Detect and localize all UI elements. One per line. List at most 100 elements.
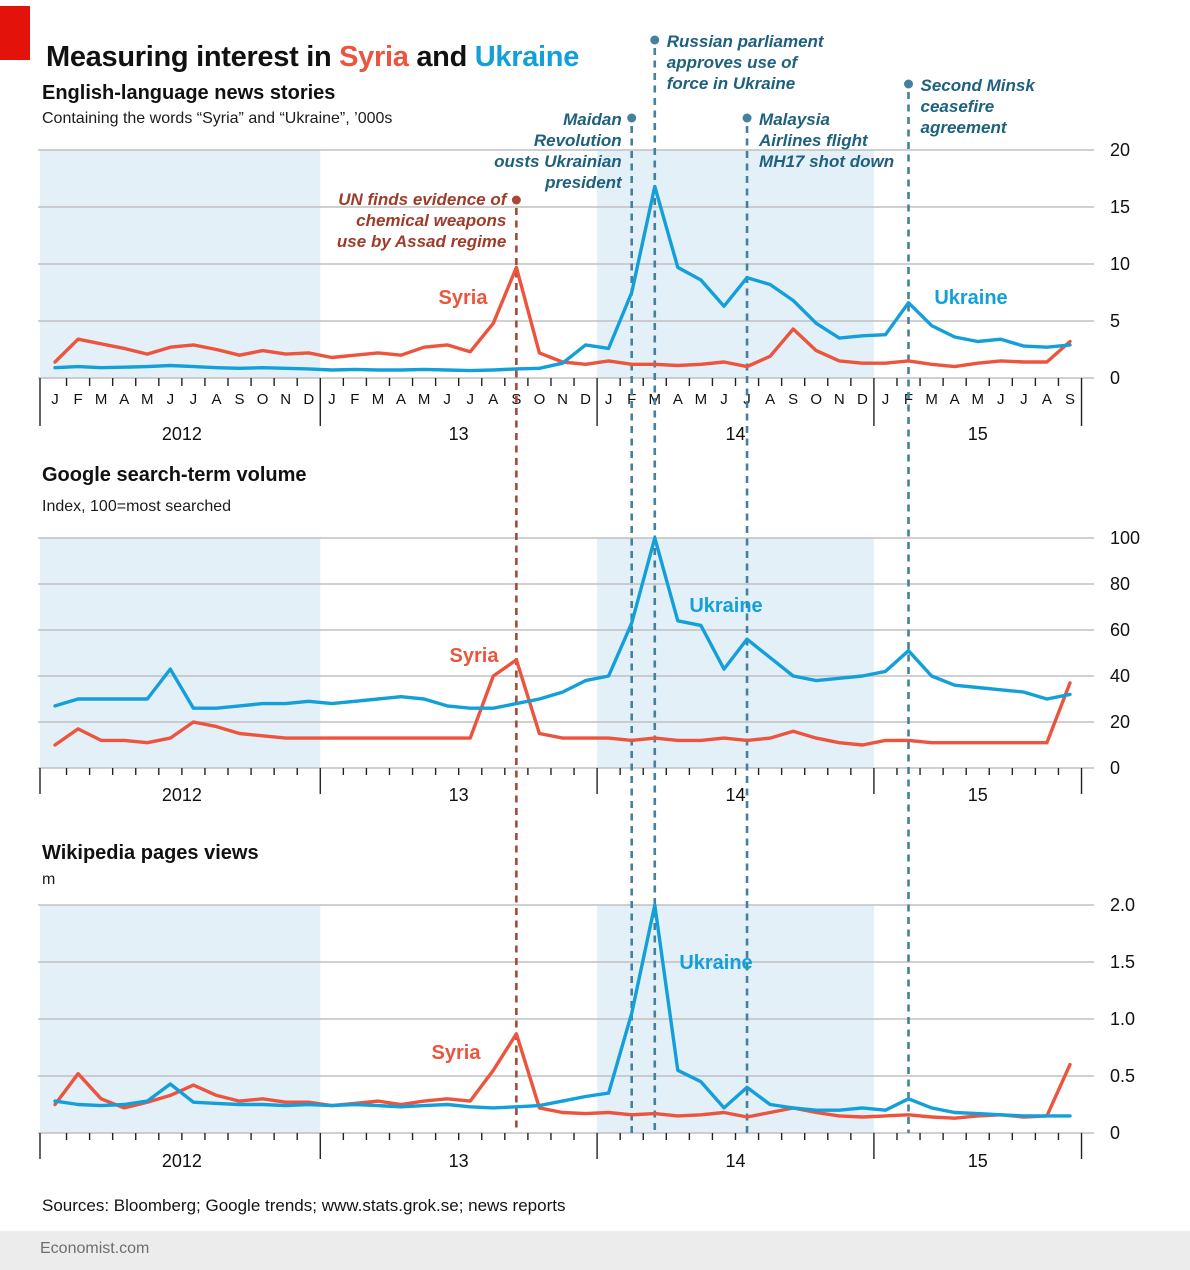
y-tick-label: 1.0: [1110, 1009, 1135, 1029]
y-tick-label: 15: [1110, 197, 1130, 217]
month-label: A: [396, 391, 406, 408]
year-label: 2012: [162, 1151, 202, 1171]
month-label: F: [350, 391, 359, 408]
event-dot: [650, 35, 660, 45]
y-tick-label: 80: [1110, 574, 1130, 594]
month-label: S: [235, 391, 245, 408]
event-dot: [511, 195, 521, 205]
series-ukraine-panel3: [53, 903, 1072, 1118]
y-tick-label: 1.5: [1110, 952, 1135, 972]
month-label: M: [418, 391, 431, 408]
event-dot: [742, 113, 752, 123]
month-label: J: [466, 391, 474, 408]
panel1-title: English-language news stories: [42, 82, 336, 104]
title-syria: Syria: [339, 41, 409, 74]
month-label: J: [51, 391, 59, 408]
year-label: 13: [449, 424, 469, 444]
year-label: 15: [968, 1151, 988, 1171]
series-label-syria: Syria: [432, 1042, 482, 1064]
y-tick-label: 20: [1110, 140, 1130, 160]
year-label: 15: [968, 424, 988, 444]
month-label: N: [280, 391, 291, 408]
month-label: A: [950, 391, 960, 408]
y-tick-label: 40: [1110, 666, 1130, 686]
footer-band: Economist.com: [0, 1231, 1190, 1270]
year-label: 15: [968, 785, 988, 805]
series-label-ukraine: Ukraine: [689, 595, 762, 617]
month-label: A: [673, 391, 683, 408]
month-label: O: [257, 391, 269, 408]
month-label: M: [695, 391, 708, 408]
series-ukraine-panel1: [53, 184, 1072, 373]
x-ticks: [39, 768, 1083, 794]
series-label-ukraine: Ukraine: [679, 952, 752, 974]
y-tick-label: 0: [1110, 368, 1120, 388]
month-label: J: [190, 391, 198, 408]
x-ticks: [39, 378, 1083, 426]
month-label: J: [720, 391, 728, 408]
page-title: Measuring interest in Syria and Ukraine: [46, 41, 579, 74]
month-label: J: [743, 391, 751, 408]
month-label: J: [997, 391, 1005, 408]
y-tick-label: 20: [1110, 712, 1130, 732]
month-label: A: [1042, 391, 1052, 408]
series-syria-panel2: [53, 658, 1072, 747]
y-tick-label: 60: [1110, 620, 1130, 640]
month-label: O: [810, 391, 822, 408]
brand-link[interactable]: Economist.com: [40, 1240, 150, 1257]
year-label: 14: [725, 424, 745, 444]
title-and: and: [408, 41, 475, 74]
series-ukraine-panel2: [53, 536, 1072, 710]
panel2-title: Google search-term volume: [42, 464, 307, 486]
year-shading: [40, 538, 321, 768]
year-label: 14: [725, 1151, 745, 1171]
month-label: A: [119, 391, 129, 408]
month-label: F: [904, 391, 913, 408]
economist-red-block: [0, 6, 30, 60]
month-label: M: [971, 391, 984, 408]
series-syria-panel3: [53, 1032, 1072, 1120]
year-label: 2012: [162, 424, 202, 444]
month-label: J: [1020, 391, 1028, 408]
month-label: A: [488, 391, 498, 408]
year-label: 13: [449, 785, 469, 805]
y-tick-label: 100: [1110, 528, 1140, 548]
month-label: J: [605, 391, 613, 408]
y-tick-label: 5: [1110, 311, 1120, 331]
y-tick-label: 10: [1110, 254, 1130, 274]
month-label: A: [211, 391, 221, 408]
title-prefix: Measuring interest in: [46, 41, 340, 74]
event-dot: [627, 113, 637, 123]
month-label: J: [328, 391, 336, 408]
month-label: D: [303, 391, 314, 408]
panel-3-axes: 0 0.5 1.0 1.5 2.0 2012 13 14 15: [38, 895, 1135, 1171]
month-label: N: [834, 391, 845, 408]
month-label: O: [534, 391, 546, 408]
month-label: F: [627, 391, 636, 408]
year-label: 14: [725, 785, 745, 805]
panel2-subtitle: Index, 100=most searched: [42, 498, 232, 515]
month-label: F: [73, 391, 82, 408]
panel3-title: Wikipedia pages views: [42, 842, 259, 864]
panel-2-axes: 0 20 40 60 80 100 2012 13 14 15: [38, 528, 1140, 805]
series-label-syria: Syria: [450, 645, 500, 667]
y-tick-label: 2.0: [1110, 895, 1135, 915]
month-label: M: [372, 391, 385, 408]
y-tick-label: 0: [1110, 1123, 1120, 1143]
y-tick-label: 0.5: [1110, 1066, 1135, 1086]
series-label-ukraine: Ukraine: [934, 287, 1007, 309]
month-label: M: [925, 391, 938, 408]
year-label: 2012: [162, 785, 202, 805]
sources-line: Sources: Bloomberg; Google trends; www.s…: [42, 1196, 566, 1215]
title-ukraine: Ukraine: [474, 41, 580, 74]
month-label: M: [141, 391, 154, 408]
month-label: J: [443, 391, 451, 408]
month-label: J: [882, 391, 890, 408]
panel-1-axes: 05101520JFMAMJJASONDJFMAMJJASONDJFMAMJJA…: [38, 140, 1130, 444]
x-ticks: [39, 1133, 1083, 1159]
month-label: N: [557, 391, 568, 408]
month-label: D: [857, 391, 868, 408]
month-label: S: [1065, 391, 1075, 408]
panel1-subtitle: Containing the words “Syria” and “Ukrain…: [42, 110, 393, 127]
